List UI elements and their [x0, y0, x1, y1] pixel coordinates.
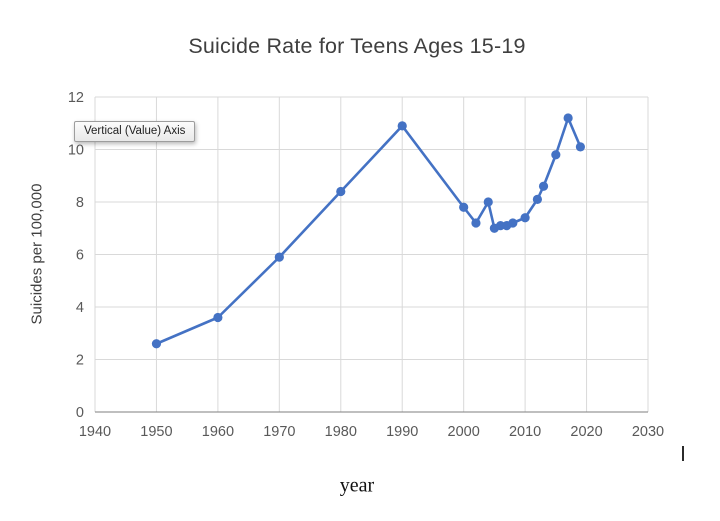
data-point[interactable]: [575, 142, 586, 152]
x-tick-label: 2030: [632, 424, 664, 440]
data-point[interactable]: [151, 339, 162, 349]
data-point[interactable]: [459, 202, 469, 212]
x-tick-label: 1980: [325, 424, 357, 440]
tick-labels: 0 2 4 6 8 10 12 1940 1950 1960 1970 1980 1990 2000 201…: [68, 90, 664, 440]
y-axis-label: Suicides per 100,000: [28, 183, 46, 325]
y-tick-label: 10: [68, 143, 84, 159]
y-tick-label: 2: [76, 353, 84, 369]
x-tick-label: 1970: [263, 424, 295, 440]
data-point[interactable]: [520, 213, 530, 223]
y-tick-label: 4: [76, 300, 84, 316]
data-point[interactable]: [538, 181, 549, 191]
data-point[interactable]: [483, 197, 493, 207]
data-point[interactable]: [551, 150, 561, 160]
data-point[interactable]: [563, 113, 573, 123]
data-point[interactable]: [336, 186, 346, 197]
data-series[interactable]: [151, 113, 586, 349]
x-tick-label: 1940: [79, 424, 111, 440]
gridlines: [94, 96, 649, 412]
data-point[interactable]: [213, 312, 223, 323]
x-tick-label: 2020: [570, 424, 602, 440]
vertical-axis-tooltip: Vertical (Value) Axis: [74, 121, 196, 142]
x-tick-label: 2000: [448, 424, 480, 440]
y-tick-label: 8: [76, 195, 84, 211]
x-tick-label: 1960: [202, 424, 234, 440]
data-point[interactable]: [532, 194, 543, 204]
data-point[interactable]: [471, 218, 481, 228]
chart-title: Suicide Rate for Teens Ages 15-19: [188, 34, 526, 58]
y-tick-label: 6: [76, 248, 84, 264]
series-line[interactable]: [155, 116, 582, 346]
text-cursor-artifact: [682, 446, 684, 461]
x-tick-label: 1990: [386, 424, 418, 440]
data-point[interactable]: [274, 252, 284, 262]
x-axis-label: year: [339, 474, 375, 497]
data-point[interactable]: [508, 218, 518, 228]
x-tick-label: 1950: [140, 424, 172, 440]
data-point[interactable]: [397, 121, 407, 131]
y-tick-label: 12: [68, 90, 84, 106]
y-tick-label: 0: [76, 405, 84, 421]
x-tick-label: 2010: [509, 424, 541, 440]
